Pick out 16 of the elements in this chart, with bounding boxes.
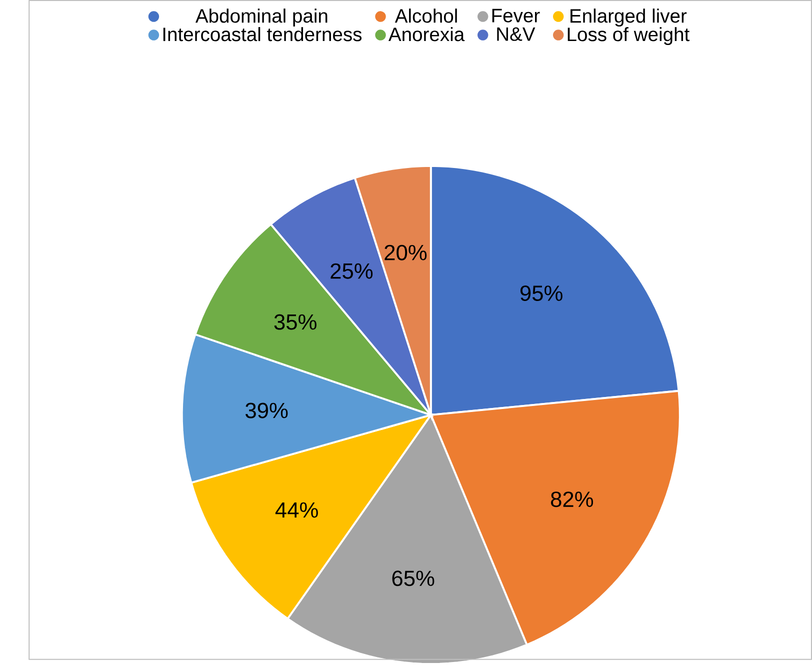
legend-label: Enlarged liver (570, 8, 687, 27)
data-label: 25% (330, 263, 373, 279)
legend-label: Loss of weight (568, 27, 690, 46)
data-label: 35% (274, 314, 316, 330)
data-label: 65% (392, 570, 434, 586)
data-label: 44% (275, 502, 318, 518)
data-label: 20% (384, 244, 427, 260)
data-label: 95% (520, 286, 562, 302)
legend-label: Anorexia (388, 27, 465, 42)
legend-label: Abdominal pain (195, 8, 328, 27)
legend-label: N&V (497, 27, 536, 41)
data-label: 82% (550, 492, 594, 508)
legend-label: Intercoastal tenderness (163, 27, 362, 42)
legend-label: Alcohol (394, 8, 457, 23)
data-label: 39% (246, 402, 288, 418)
legend-label: Fever (492, 8, 540, 22)
